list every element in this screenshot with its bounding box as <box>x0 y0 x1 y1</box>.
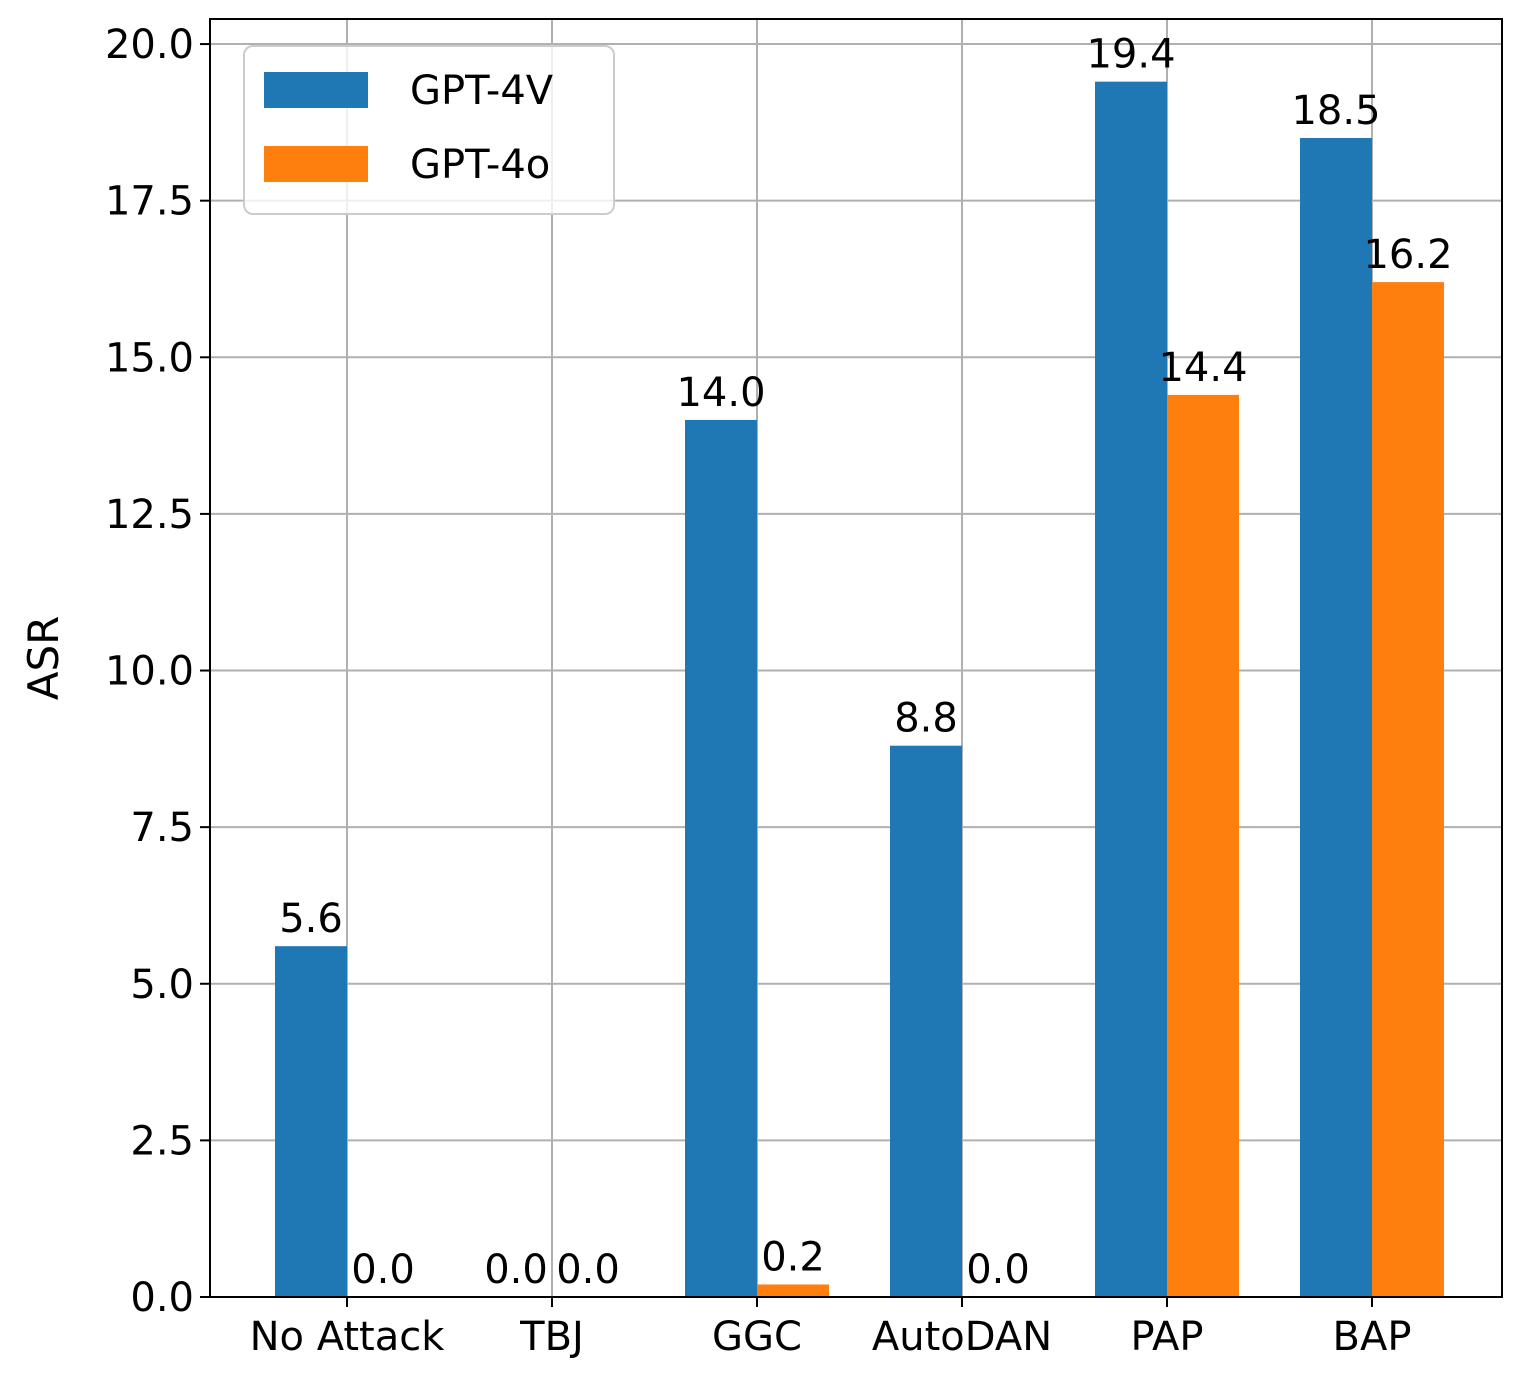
bar-value-label: 16.2 <box>1363 232 1452 278</box>
bar-gpt-4v <box>890 745 962 1297</box>
bar-gpt-4o <box>1372 282 1444 1297</box>
bar-value-label: 0.0 <box>351 1247 415 1293</box>
bar-value-label: 18.5 <box>1291 88 1380 134</box>
bar-gpt-4v <box>685 419 757 1297</box>
x-axis-ticks: No Attack TBJ GGC AutoDAN PAP BAP <box>250 1297 1412 1360</box>
y-tick-label: 10.0 <box>105 649 194 695</box>
bar-gpt-4v <box>275 946 347 1297</box>
y-tick-label: 12.5 <box>105 492 194 538</box>
bar-gpt-4v <box>1095 81 1167 1297</box>
x-tick-label: BAP <box>1333 1314 1412 1360</box>
bar-gpt-4o <box>757 1284 829 1297</box>
x-tick-label: TBJ <box>519 1314 584 1360</box>
bar-value-label: 0.0 <box>966 1247 1030 1293</box>
bar-gpt-4o <box>1167 394 1239 1298</box>
legend-swatch <box>264 146 368 182</box>
bar-value-label: 0.2 <box>761 1234 825 1280</box>
bar-value-label: 0.0 <box>484 1247 548 1293</box>
y-axis-ticks: 0.0 2.5 5.0 7.5 10.0 12.5 15.0 17.5 20.0 <box>105 22 210 1321</box>
bars <box>275 81 1444 1298</box>
plot-frame <box>209 18 1503 1298</box>
y-tick-label: 0.0 <box>130 1275 194 1321</box>
y-tick-label: 17.5 <box>105 179 194 225</box>
bar-value-label: 5.6 <box>279 896 343 942</box>
bar-value-label: 0.0 <box>556 1247 620 1293</box>
y-tick-label: 7.5 <box>130 805 194 851</box>
bar-gpt-4v <box>1300 138 1372 1297</box>
legend-label: GPT-4V <box>410 68 554 114</box>
legend: GPT-4V GPT-4o <box>243 45 615 215</box>
y-tick-label: 20.0 <box>105 22 194 68</box>
bar-value-label: 14.4 <box>1158 345 1247 391</box>
y-axis-label: ASR <box>19 616 68 701</box>
x-tick-label: AutoDAN <box>872 1314 1052 1360</box>
x-tick-label: No Attack <box>250 1314 446 1360</box>
bar-value-label: 19.4 <box>1086 32 1175 78</box>
y-tick-label: 15.0 <box>105 335 194 381</box>
data-labels: 5.60.014.08.819.418.50.0 0.0 0.2 0.014.416.… <box>279 32 1452 1293</box>
y-tick-label: 5.0 <box>130 962 194 1008</box>
bar-value-label: 14.0 <box>676 370 765 416</box>
x-tick-label: GGC <box>712 1314 802 1360</box>
x-tick-label: PAP <box>1130 1314 1203 1360</box>
legend-label: GPT-4o <box>410 142 550 188</box>
bar-value-label: 8.8 <box>894 696 958 742</box>
legend-swatch <box>264 72 368 108</box>
y-tick-label: 2.5 <box>130 1118 194 1164</box>
